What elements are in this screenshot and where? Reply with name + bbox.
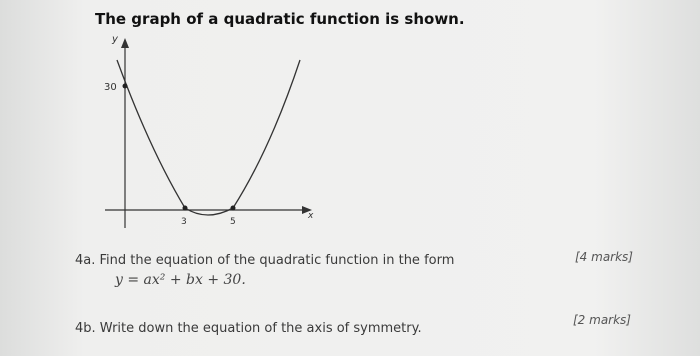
intercept-label: 30 xyxy=(104,82,117,93)
y-label: y xyxy=(111,34,119,45)
question-text: Write down the equation of the axis of s… xyxy=(99,321,422,336)
marks: [4 marks] xyxy=(575,250,633,264)
root-label: 5 xyxy=(230,217,236,227)
question: 4b. Write down the equation of the axis … xyxy=(75,321,422,336)
root-label: 3 xyxy=(181,217,187,227)
x-arrow xyxy=(302,206,312,214)
question-text: Find the equation of the quadratic funct… xyxy=(99,253,455,268)
marks: [2 marks] xyxy=(573,313,631,327)
question: 4a. Find the equation of the quadratic f… xyxy=(75,253,454,268)
point xyxy=(182,205,188,211)
question-number: 4b. xyxy=(75,321,96,336)
x-label: x xyxy=(307,211,314,221)
parabola xyxy=(116,59,301,216)
point xyxy=(122,83,128,89)
point xyxy=(230,205,236,211)
formula: y = ax² + bx + 30. xyxy=(115,272,246,288)
y-arrow xyxy=(121,38,129,48)
question-number: 4a. xyxy=(75,253,96,268)
title: The graph of a quadratic function is sho… xyxy=(95,10,465,28)
